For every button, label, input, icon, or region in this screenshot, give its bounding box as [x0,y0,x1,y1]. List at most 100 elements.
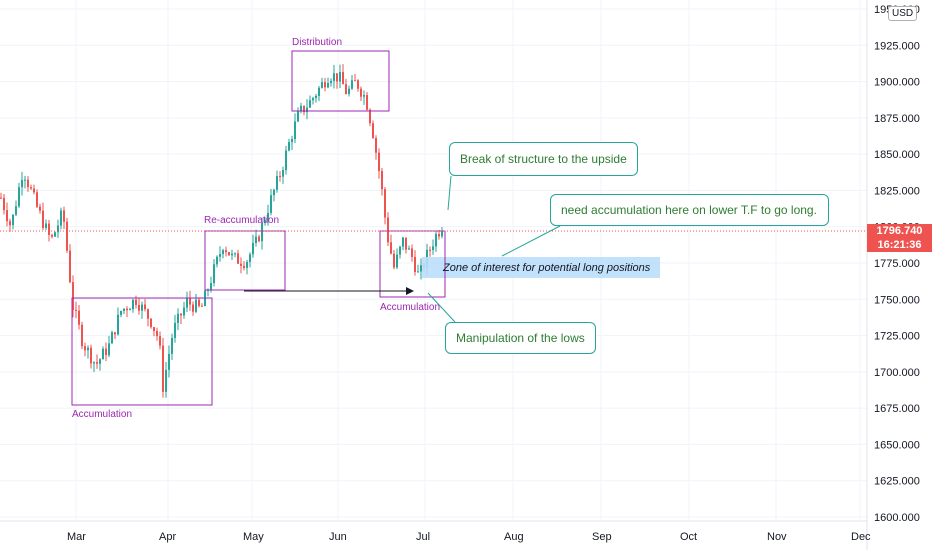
candle-body [402,237,404,247]
candle-body [246,261,248,268]
price-tick-label: 1775.000 [874,258,920,270]
candle-body [171,337,173,354]
candle-body [135,299,137,305]
candle-body [114,332,116,335]
candle-body [18,187,20,207]
currency-badge[interactable]: USD [888,6,918,21]
candle-body [27,179,29,188]
candle-body [303,105,305,113]
candle-body [147,309,149,319]
candle-body [198,299,200,306]
candle-body [384,189,386,218]
zone-label: Zone of interest for potential long posi… [443,262,651,274]
candle-body [252,243,254,255]
candle-body [375,137,377,153]
candle-body [267,212,269,221]
callout-manipulation[interactable]: Manipulation of the lows [445,322,596,354]
zone-of-interest-rect [422,257,660,278]
candle-body [270,195,272,213]
time-axis: Mar Apr May Jun Jul Aug Sep Oct Nov Dec [67,531,871,543]
month-tick-label: May [243,531,264,543]
candle-body [21,180,23,188]
candle-body [159,336,161,346]
reaccumulation-box [204,230,286,291]
candle-body [339,72,341,82]
candle-body [441,231,443,237]
candle-body [261,222,263,242]
candle-body [24,179,26,181]
candle-body [141,304,143,311]
candle-body [108,343,110,356]
month-tick-label: Dec [851,531,871,543]
callout-pointer-manip [427,292,456,323]
distribution-box [291,50,390,112]
candle-body [234,253,236,255]
candle-body [321,82,323,88]
distribution-label: Distribution [292,37,343,48]
candle-body [222,250,224,255]
candle-body [144,304,146,310]
candle-body [156,330,158,337]
candle-body [87,347,89,351]
candle-body [333,73,335,81]
candle-body [309,100,311,108]
price-tick-label: 1600.000 [874,512,920,524]
candle-body [408,248,410,250]
candle-body [201,305,203,307]
candle-body [240,263,242,266]
candle-body [132,299,134,310]
candle-body [378,152,380,172]
candle-body [99,359,101,364]
candle-body [432,246,434,250]
candle-body [216,256,218,265]
candle-body [231,253,233,256]
candle-body [162,345,164,392]
candle-body [411,248,413,257]
candle-body [369,109,371,124]
candle-body [192,304,194,312]
candle-body [237,253,239,264]
callout-pointer-break [447,175,452,211]
candle-body [12,214,14,226]
month-tick-label: Nov [767,531,787,543]
candle-body [102,348,104,360]
candle-body [285,150,287,171]
grid [0,0,867,521]
candle-body [117,314,119,335]
candle-body [105,348,107,356]
candle-body [129,309,131,311]
candle-body [225,250,227,253]
candle-body [177,313,179,323]
candle-body [60,210,62,226]
price-tick-label: 1700.000 [874,367,920,379]
price-tick-label: 1875.000 [874,113,920,125]
candle-body [168,353,170,370]
callout-pointer-accum [501,225,561,257]
candle-body [276,175,278,190]
candle-body [174,322,176,338]
callout-break-of-structure[interactable]: Break of structure to the upside [449,142,638,176]
price-tick-label: 1925.000 [874,40,920,52]
candle-body [279,175,281,177]
price-tick-label: 1650.000 [874,439,920,451]
candle-body [96,362,98,364]
candle-body [417,271,419,273]
accumulation-box-1 [71,297,213,406]
candle-body [258,236,260,242]
candle-body [3,197,5,211]
candle-body [90,347,92,364]
candle-body [120,310,122,315]
candle-body [111,332,113,344]
candle-body [315,95,317,99]
candle-body [291,139,293,143]
callout-need-accumulation[interactable]: need accumulation here on lower T.F to g… [550,194,829,226]
price-tick-label: 1825.000 [874,185,920,197]
candle-body [180,313,182,316]
candle-body [69,250,71,283]
accumulation-box-2 [379,230,446,298]
accumulation-label-2: Accumulation [380,302,441,313]
candle-body [189,298,191,305]
candle-body [264,220,266,223]
candle-body [210,283,212,290]
candle-body [345,84,347,94]
